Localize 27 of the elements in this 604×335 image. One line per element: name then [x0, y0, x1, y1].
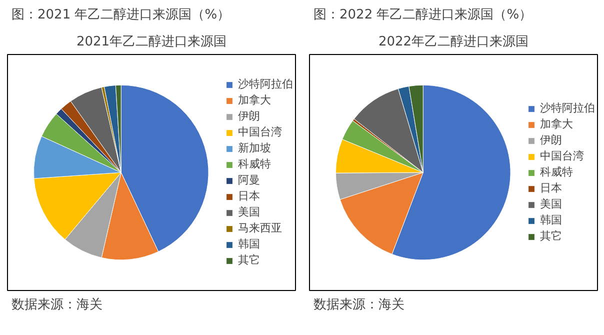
legend-label: 沙特阿拉伯 [238, 76, 293, 92]
legend-label: 美国 [540, 196, 562, 212]
legend-label: 阿曼 [238, 172, 260, 188]
legend-label: 日本 [238, 188, 260, 204]
legend-label: 伊朗 [238, 108, 260, 124]
legend-label: 其它 [540, 228, 562, 244]
chart-title: 图：2022 年乙二醇进口来源国（%） [314, 8, 532, 22]
legend-label: 加拿大 [238, 92, 271, 108]
chart-subtitle: 2021年乙二醇进口来源国 [76, 34, 227, 50]
legend-label: 中国台湾 [238, 124, 282, 140]
legend-label: 马来西亚 [238, 220, 282, 236]
chart-title: 图：2021 年乙二醇进口来源国（%） [12, 8, 230, 22]
source-note: 数据来源：海关 [314, 298, 404, 312]
legend-label: 韩国 [238, 236, 260, 252]
legend-label: 日本 [540, 180, 562, 196]
legend-label: 其它 [238, 252, 260, 268]
legend-label: 科威特 [540, 164, 573, 180]
legend-label: 伊朗 [540, 132, 562, 148]
legend-label: 沙特阿拉伯 [540, 100, 595, 116]
legend-label: 韩国 [540, 212, 562, 228]
legend-label: 中国台湾 [540, 148, 584, 164]
legend-label: 科威特 [238, 156, 271, 172]
legend-label: 加拿大 [540, 116, 573, 132]
source-note: 数据来源：海关 [12, 298, 102, 312]
legend-label: 新加坡 [238, 140, 271, 156]
chart-subtitle: 2022年乙二醇进口来源国 [378, 34, 529, 50]
legend-label: 美国 [238, 204, 260, 220]
